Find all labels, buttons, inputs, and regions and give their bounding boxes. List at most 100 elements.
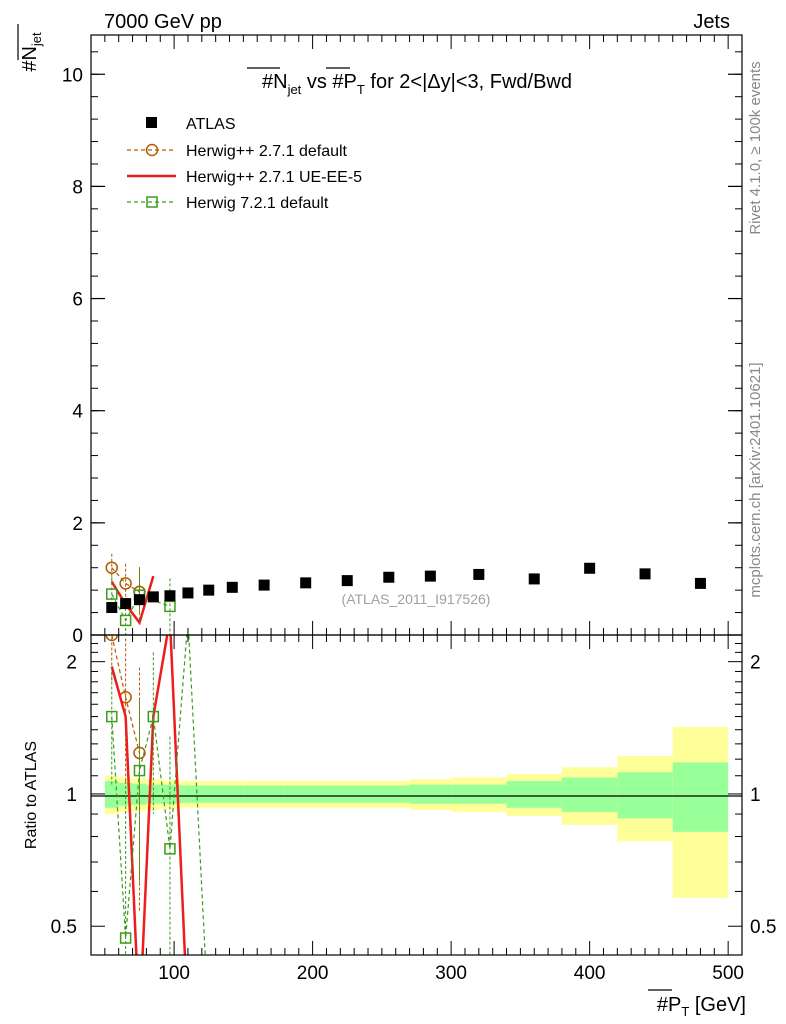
ratio-band-inner: [284, 785, 327, 803]
y-tick-label: 10: [62, 65, 83, 86]
ratio-band-inner: [451, 784, 507, 804]
x-axis-label-unit: [GeV]: [689, 994, 746, 1016]
x-tick-label: 100: [158, 963, 190, 984]
main-marker-herwig7_default: [106, 588, 118, 600]
atlas-data-point: [341, 575, 353, 587]
y-axis-label-sub: jet: [29, 32, 44, 47]
atlas-data-point: [584, 562, 596, 574]
atlas-data-point: [182, 587, 194, 599]
legend-label-herwig7-default: Herwig 7.2.1 default: [186, 195, 329, 212]
y-axis-label-text: #Njet: [19, 32, 44, 72]
atlas-data-point: [694, 577, 706, 589]
ratio-band-inner: [409, 784, 452, 804]
x-axis-label-sub: T: [681, 1004, 689, 1019]
ratio-band-inner: [222, 785, 244, 803]
main-line-herwigpp_ueee5: [110, 575, 155, 626]
main-data-layer: [105, 553, 706, 635]
ratio-tick-label: 2: [66, 653, 77, 674]
ratio-band-inner: [617, 772, 673, 819]
main-marker-herwig7_default: [164, 600, 176, 613]
atlas-data-point: [133, 594, 145, 606]
legend-marker-herwig7-default: [146, 196, 158, 208]
ratio-tick-label-right: 1: [750, 785, 761, 806]
atlas-data-point: [203, 584, 215, 596]
legend-label-herwigpp-ueee5: Herwig++ 2.7.1 UE-EE-5: [186, 169, 362, 186]
ratio-panel: 0.5 0.5 1 1 2 2 100 200 300 400 500 Ratio to ATLAS: [23, 634, 776, 984]
atlas-data-point: [383, 571, 395, 583]
ratio-data-layer: [105, 635, 206, 955]
ratio-marker-herwig7_default: [133, 764, 146, 777]
ratio-band-inner: [194, 785, 223, 803]
y-tick-label: 0: [72, 626, 83, 647]
ratio-band-inner: [326, 785, 369, 803]
ratio-marker-herwig7_default: [147, 710, 160, 723]
ratio-band-inner: [104, 781, 119, 808]
x-axis-label: #PT [GeV]: [657, 994, 746, 1019]
chart-title-a: #N: [262, 71, 288, 93]
header-jets: Jets: [693, 11, 730, 33]
y-tick-label: 4: [72, 402, 83, 423]
ratio-uncertainty-bands: [104, 727, 729, 898]
chart-title-b-sub: T: [357, 82, 365, 97]
y-axis-label-main: #N: [19, 46, 41, 72]
y-tick-label: 2: [72, 514, 83, 535]
y-axis-label: #Njet: [17, 24, 44, 72]
legend-marker-herwigpp-default: [145, 143, 159, 157]
mcplots-label: mcplots.cern.ch [arXiv:2401.10621]: [747, 362, 764, 597]
ratio-axis-ticks: 0.5 0.5 1 1 2 2 100 200 300 400 500: [51, 635, 776, 984]
x-tick-label: 300: [435, 963, 467, 984]
ratio-band-inner: [181, 785, 195, 803]
legend: ATLAS Herwig++ 2.7.1 default Herwig++ 2.…: [127, 116, 362, 212]
atlas-data-point: [120, 598, 132, 610]
ratio-marker-herwig7_default: [106, 710, 118, 723]
ratio-tick-label-right: 0.5: [750, 917, 776, 938]
ratio-band-inner: [160, 784, 182, 804]
main-axis-ticks: 0 2 4 6 8 10: [62, 35, 742, 647]
chart-title-a-sub: jet: [287, 82, 302, 97]
rivet-version-label: Rivet 4.1.0, ≥ 100k events: [747, 61, 764, 234]
main-line-herwig7_default: [111, 593, 171, 622]
ratio-band-inner: [672, 762, 729, 832]
ratio-marker-herwig7_default: [119, 932, 132, 944]
chart-title-b: vs #P: [301, 71, 357, 93]
header-energy: 7000 GeV pp: [104, 11, 222, 33]
ratio-marker-herwigpp_default: [105, 635, 119, 642]
x-tick-label: 500: [712, 963, 744, 984]
atlas-data-point: [639, 568, 651, 580]
legend-marker-atlas: [146, 117, 157, 128]
atlas-data-point: [473, 568, 485, 580]
atlas-data-point: [424, 570, 436, 582]
ratio-band-inner: [368, 785, 410, 803]
atlas-data-point: [258, 579, 270, 591]
x-tick-label: 400: [574, 963, 606, 984]
main-marker-herwigpp_default: [119, 577, 132, 590]
ratio-tick-label: 1: [66, 785, 77, 806]
ratio-band-inner: [506, 781, 562, 808]
legend-label-atlas: ATLAS: [186, 116, 236, 133]
atlas-data-point: [226, 581, 238, 593]
ratio-band-inner: [561, 777, 618, 812]
chart-title-c: for 2<|Δy|<3, Fwd/Bwd: [365, 71, 572, 93]
main-marker-herwigpp_default: [105, 561, 119, 574]
atlas-data-point: [300, 577, 312, 589]
y-tick-label: 6: [72, 290, 83, 311]
x-tick-label: 200: [297, 963, 329, 984]
ratio-marker-herwig7_default: [164, 843, 176, 855]
ratio-tick-label-right: 2: [750, 653, 761, 674]
watermark-label: (ATLAS_2011_I917526): [342, 591, 491, 607]
atlas-data-point: [528, 573, 540, 585]
ratio-band-inner: [243, 785, 285, 803]
ratio-tick-label: 0.5: [51, 917, 77, 938]
ratio-y-axis-label: Ratio to ATLAS: [23, 741, 40, 849]
legend-label-herwigpp-default: Herwig++ 2.7.1 default: [186, 143, 348, 160]
main-marker-herwig7_default: [119, 614, 132, 627]
chart-title: #Njet vs #PT for 2<|Δy|<3, Fwd/Bwd: [262, 71, 572, 97]
ratio-line-herwigpp_ueee5: [110, 635, 187, 955]
main-panel: 0 2 4 6 8 10 (ATLAS_2011_I917526): [62, 34, 743, 647]
ratio-line-herwigpp_default: [111, 635, 141, 754]
atlas-data-point: [147, 591, 159, 603]
x-axis-label-main: #P: [657, 994, 681, 1016]
atlas-data-point: [164, 590, 176, 602]
ratio-frame: [90, 634, 743, 956]
